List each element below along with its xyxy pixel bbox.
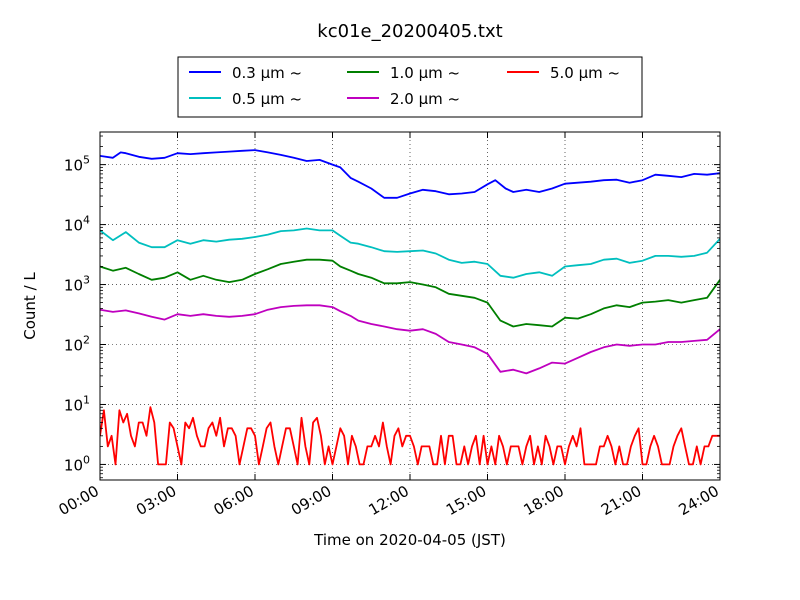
y-tick-label: 105 [64, 154, 90, 175]
series-lines [100, 149, 720, 466]
y-tick-label-exponent: 2 [83, 334, 90, 347]
y-tick-label-exponent: 1 [83, 393, 90, 406]
legend-label-1: 0.5 μm ~ [232, 90, 302, 108]
y-tick-label-exponent: 5 [83, 154, 90, 167]
legend-label-3: 2.0 μm ~ [390, 90, 460, 108]
x-axis-label: Time on 2020-04-05 (JST) [313, 531, 506, 549]
y-tick-label-base: 10 [64, 456, 83, 474]
legend-label-2: 1.0 μm ~ [390, 64, 460, 82]
y-tick-label: 100 [64, 453, 90, 474]
y-tick-label-exponent: 4 [83, 214, 90, 227]
y-tick-label-exponent: 3 [83, 274, 90, 287]
axis-ticks [99, 132, 721, 480]
series-line-1 [100, 227, 720, 279]
y-tick-label-base: 10 [64, 396, 83, 414]
y-tick-label: 103 [64, 274, 90, 295]
y-tick-label: 101 [64, 393, 90, 414]
y-tick-label-exponent: 0 [83, 453, 90, 466]
chart-title: kc01e_20200405.txt [317, 21, 502, 42]
y-axis-label: Count / L [21, 272, 39, 340]
legend-label-0: 0.3 μm ~ [232, 64, 302, 82]
y-tick-label-base: 10 [64, 337, 83, 355]
legend-frame [177, 56, 643, 118]
legend-label-4: 5.0 μm ~ [550, 64, 620, 82]
series-line-0 [100, 149, 720, 199]
series-line-2 [100, 258, 720, 328]
series-line-3 [100, 304, 720, 375]
series-line-4 [100, 406, 720, 466]
chart-legend: 0.3 μm ~ 0.5 μm ~ 1.0 μm ~ 2.0 μm ~ 5.0 μm ~ [177, 56, 643, 118]
y-tick-label: 102 [64, 334, 90, 355]
y-tick-label: 104 [64, 214, 90, 235]
y-tick-label-base: 10 [64, 217, 83, 235]
y-tick-label-base: 10 [64, 277, 83, 295]
y-tick-label-base: 10 [64, 157, 83, 175]
